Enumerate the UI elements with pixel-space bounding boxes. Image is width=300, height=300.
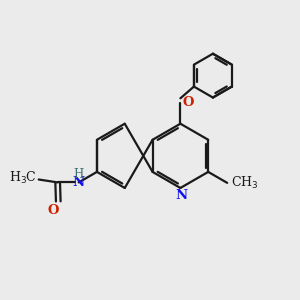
Text: H$_3$C: H$_3$C <box>9 170 36 186</box>
Text: N: N <box>175 189 187 203</box>
Text: N: N <box>73 176 85 189</box>
Text: CH$_3$: CH$_3$ <box>231 175 258 191</box>
Text: O: O <box>183 96 194 109</box>
Text: H: H <box>74 168 84 181</box>
Text: O: O <box>47 204 59 217</box>
